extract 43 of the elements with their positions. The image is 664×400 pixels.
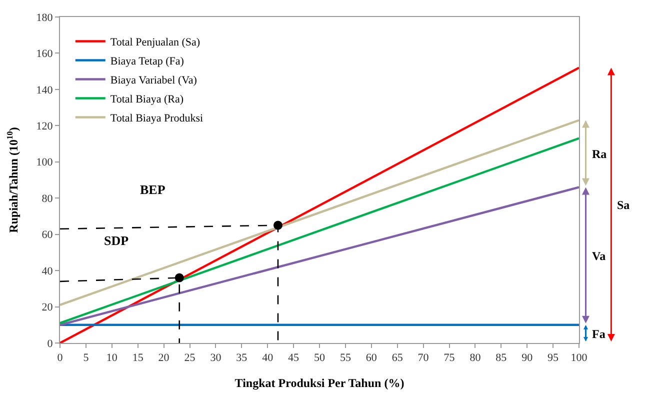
- y-tick-label: 160: [36, 48, 54, 60]
- x-tick-label: 55: [340, 352, 352, 364]
- x-tick-label: 95: [548, 352, 560, 364]
- x-tick-label: 75: [444, 352, 456, 364]
- y-tick-label: 60: [42, 229, 54, 242]
- y-tick-label: 140: [36, 84, 54, 96]
- legend-label: Total Biaya (Ra): [110, 94, 184, 106]
- x-tick-label: 15: [132, 352, 144, 364]
- y-tick-label: 100: [36, 156, 54, 169]
- y-tick-label: 180: [36, 12, 54, 24]
- text: Va: [592, 249, 606, 263]
- x-tick-label: 25: [184, 352, 196, 364]
- x-tick-label: 65: [392, 352, 404, 364]
- x-tick-label: 85: [496, 352, 508, 364]
- x-tick-label: 10: [106, 352, 118, 364]
- x-tick-label: 50: [314, 352, 326, 364]
- y-tick-label: 20: [42, 302, 54, 314]
- x-axis-title: Tingkat Produksi Per Tahun (%): [234, 376, 404, 390]
- x-tick-label: 20: [158, 352, 170, 364]
- x-tick-label: 60: [366, 352, 378, 364]
- x-tick-label: 100: [570, 352, 588, 364]
- x-tick-label: 0: [57, 352, 64, 364]
- annotation: SDP: [104, 233, 129, 248]
- text: Sa: [617, 198, 630, 212]
- legend-label: Total Penjualan (Sa): [110, 36, 200, 49]
- x-tick-label: 90: [522, 352, 534, 364]
- x-tick-label: 35: [236, 352, 248, 364]
- y-tick-label: 0: [47, 338, 54, 350]
- x-tick-label: 80: [470, 352, 482, 364]
- legend-label: Biaya Variabel (Va): [110, 74, 198, 87]
- text: Fa: [592, 327, 606, 341]
- legend-label: Biaya Tetap (Fa): [110, 56, 184, 68]
- x-tick-label: 30: [210, 352, 222, 364]
- annotation: BEP: [140, 182, 166, 197]
- x-tick-label: 40: [262, 352, 274, 364]
- y-tick-label: 80: [42, 192, 54, 205]
- y-tick-label: 40: [42, 265, 54, 278]
- text: Ra: [592, 147, 607, 161]
- legend-label: Total Biaya Produksi: [110, 112, 204, 125]
- y-tick-label: 120: [36, 120, 54, 133]
- x-tick-label: 5: [83, 352, 90, 364]
- x-tick-label: 45: [288, 352, 300, 364]
- x-tick-label: 70: [418, 352, 430, 364]
